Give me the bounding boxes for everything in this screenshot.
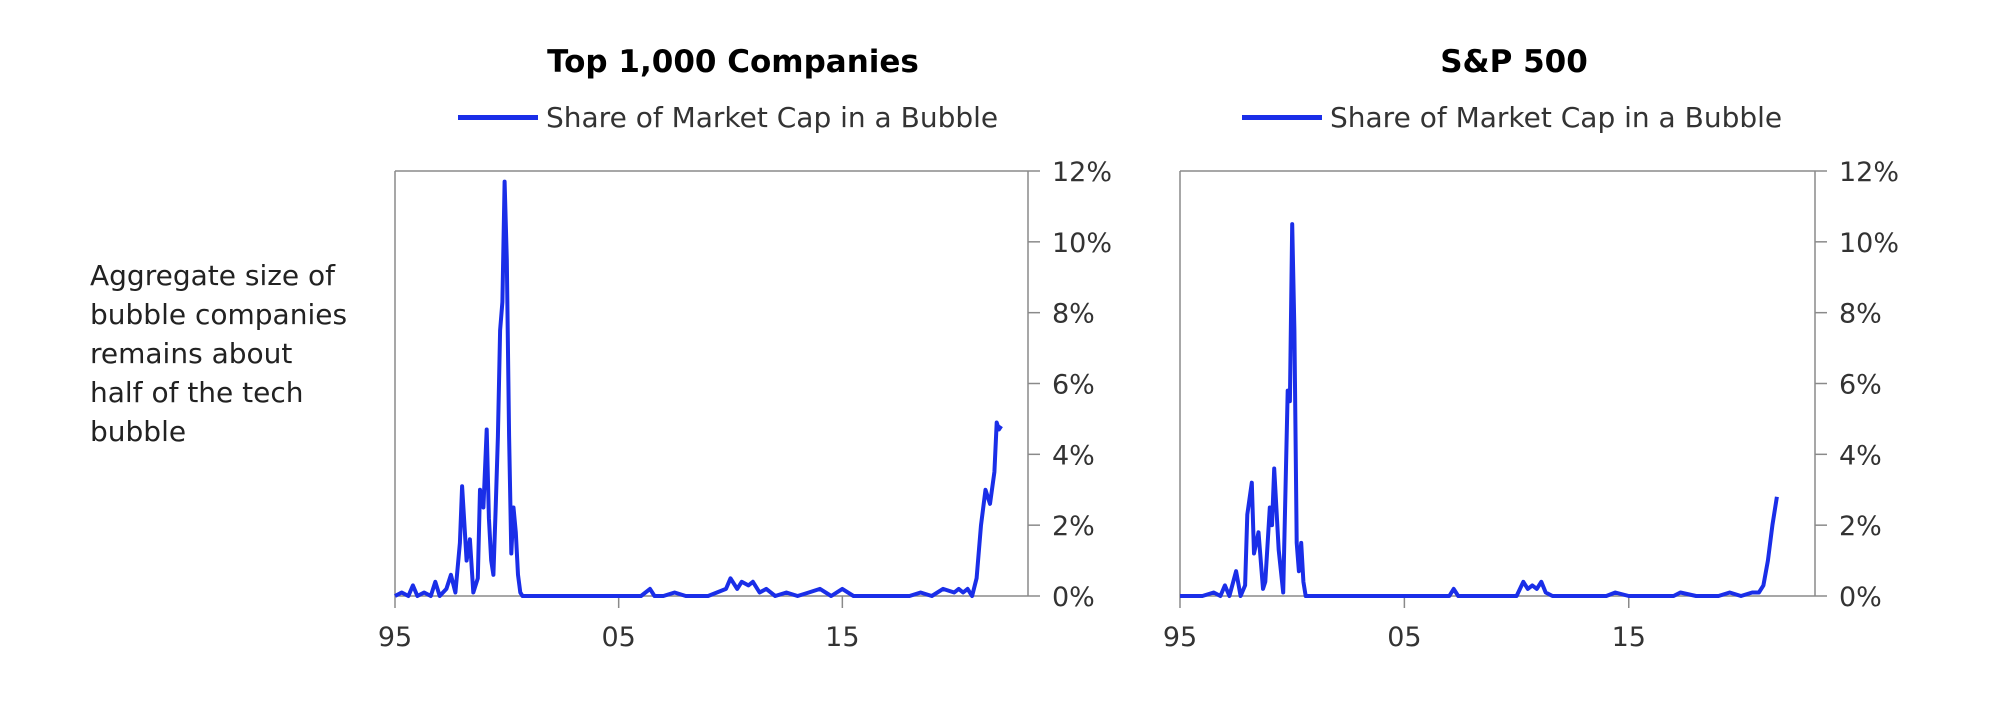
series-line: [394, 179, 1003, 598]
side-note-line: Aggregate size of: [90, 259, 336, 292]
legend-top1000: Share of Market Cap in a Bubble: [458, 97, 998, 137]
y-tick-label: 6%: [1839, 370, 1882, 401]
x-tick-label: 15: [825, 622, 859, 653]
x-tick-label: 05: [1387, 622, 1421, 653]
side-note-line: half of the tech: [90, 376, 304, 409]
y-tick-label: 12%: [1052, 157, 1112, 188]
legend-swatch: [458, 114, 538, 120]
y-tick-label: 8%: [1839, 299, 1882, 330]
series-line: [1180, 222, 1779, 598]
y-tick-label: 2%: [1052, 511, 1095, 542]
legend-label: Share of Market Cap in a Bubble: [546, 100, 999, 134]
legend-swatch: [1242, 114, 1322, 120]
y-tick-label: 8%: [1052, 299, 1095, 330]
x-tick-label: 95: [1163, 622, 1197, 653]
side-note-line: remains about: [90, 337, 293, 370]
x-tick-label: 15: [1612, 622, 1646, 653]
y-tick-label: 0%: [1052, 582, 1095, 613]
y-tick-label: 4%: [1839, 440, 1882, 471]
y-tick-label: 2%: [1839, 511, 1882, 542]
y-tick-label: 12%: [1839, 157, 1899, 188]
chart-title-sp500: S&P 500: [1440, 44, 1588, 80]
chart-title-top1000: Top 1,000 Companies: [547, 44, 919, 80]
y-tick-label: 4%: [1052, 440, 1095, 471]
side-note-line: bubble: [90, 415, 187, 448]
legend-sp500: Share of Market Cap in a Bubble: [1242, 97, 1782, 137]
x-tick-label: 95: [378, 622, 412, 653]
side-note: Aggregate size of bubble companies remai…: [90, 256, 370, 451]
y-tick-label: 0%: [1839, 582, 1882, 613]
x-tick-label: 05: [601, 622, 635, 653]
y-tick-label: 6%: [1052, 370, 1095, 401]
y-tick-label: 10%: [1839, 228, 1899, 259]
legend-label: Share of Market Cap in a Bubble: [1330, 100, 1783, 134]
y-tick-label: 10%: [1052, 228, 1112, 259]
side-note-line: bubble companies: [90, 298, 348, 331]
